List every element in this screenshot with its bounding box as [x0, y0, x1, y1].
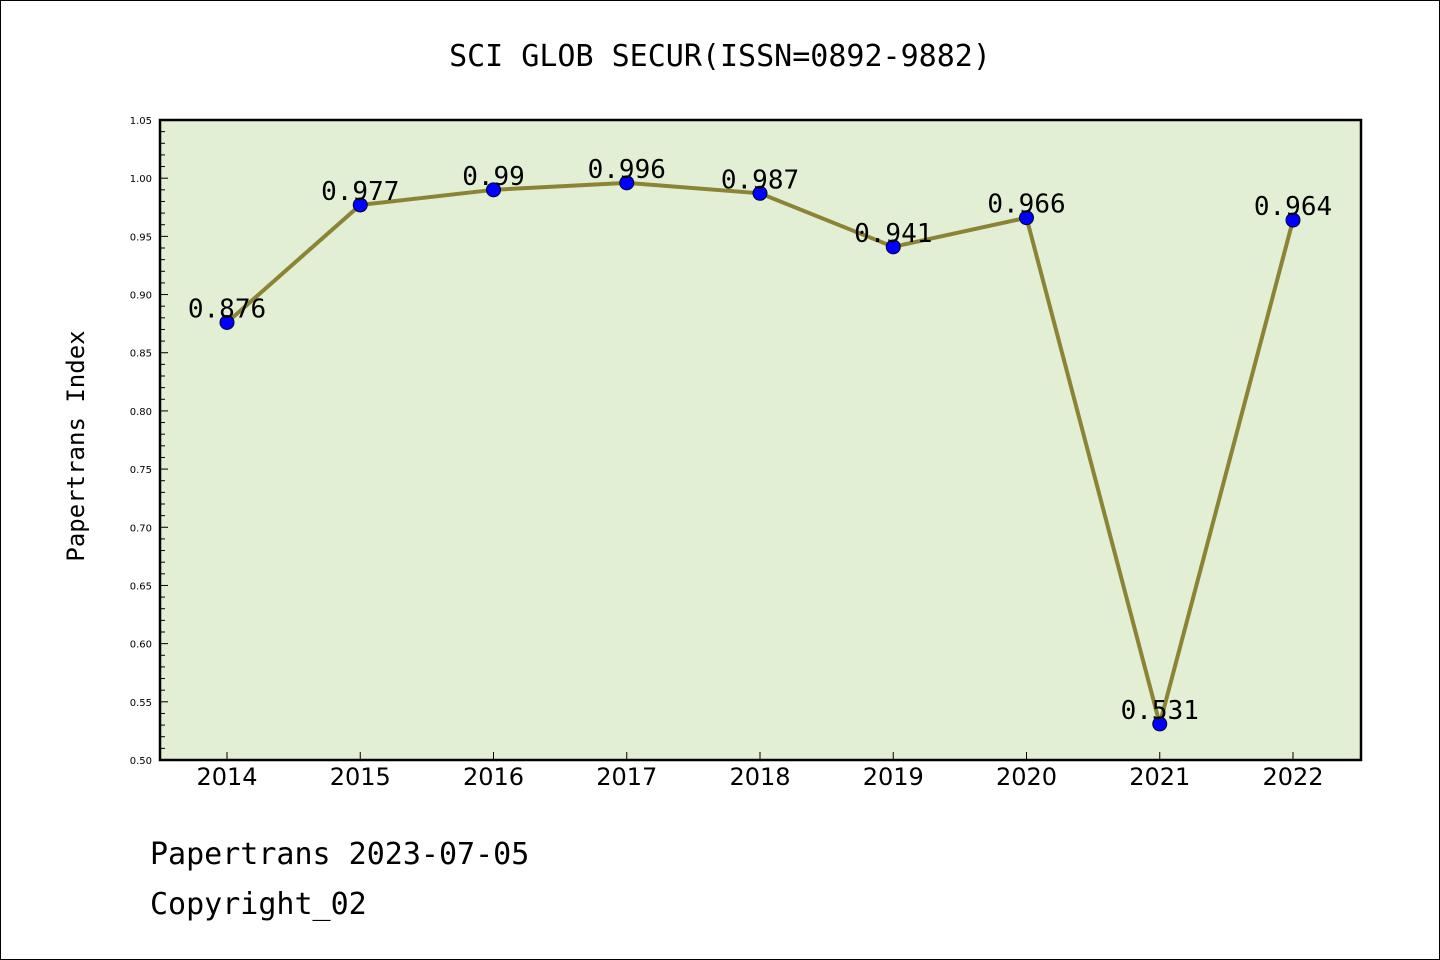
y-tick-label: 0.90	[130, 291, 152, 302]
data-point	[219, 314, 235, 330]
x-tick-label: 2018	[729, 763, 790, 791]
y-tick-label: 0.55	[130, 698, 152, 709]
y-tick-label: 0.80	[130, 407, 152, 418]
data-label: 0.964	[1254, 192, 1332, 222]
x-tick-label: 2022	[1262, 763, 1323, 791]
data-label: 0.987	[721, 165, 799, 195]
data-label: 0.531	[1121, 696, 1199, 726]
data-label: 0.941	[854, 219, 932, 249]
data-label: 0.966	[987, 190, 1065, 220]
data-point	[619, 175, 635, 191]
y-tick-label: 0.75	[130, 465, 152, 476]
data-labels: 0.876 0.977 0.99 0.996 0.987 0.941 0.966 0.531 0…	[188, 155, 1332, 726]
plot-border	[158, 118, 1363, 762]
data-point	[1285, 212, 1301, 228]
x-tick-label: 2014	[196, 763, 257, 791]
data-point	[885, 239, 901, 255]
y-tick-label: 1.00	[130, 174, 152, 185]
x-axis-ticks: 2014 2015 2016 2017 2018 2019 2020 2021 2022	[196, 752, 1324, 791]
plot-area	[160, 120, 1361, 760]
x-tick-label: 2016	[463, 763, 524, 791]
y-tick-label: 0.85	[130, 349, 152, 360]
x-tick-label: 2021	[1129, 763, 1190, 791]
x-tick-label: 2015	[330, 763, 391, 791]
data-label: 0.876	[188, 294, 266, 324]
series-markers	[219, 175, 1301, 732]
x-tick-label: 2019	[863, 763, 924, 791]
y-tick-label: 0.65	[130, 581, 152, 592]
data-point	[752, 185, 768, 201]
x-tick-label: 2020	[996, 763, 1057, 791]
data-label: 0.996	[588, 155, 666, 185]
data-label: 0.977	[321, 177, 399, 207]
y-tick-label: 0.60	[130, 640, 152, 651]
data-point	[1152, 716, 1168, 732]
y-axis-label: Papertrans Index	[62, 330, 90, 561]
y-tick-label: 0.95	[130, 232, 152, 243]
y-tick-label: 1.05	[130, 116, 152, 127]
chart-title: SCI GLOB SECUR(ISSN=0892-9882)	[449, 39, 991, 74]
x-tick-label: 2017	[596, 763, 657, 791]
footer-date: Papertrans 2023-07-05	[150, 837, 529, 872]
footer-copyright: Copyright_02	[150, 887, 367, 922]
data-point	[1019, 210, 1034, 226]
data-point	[352, 197, 368, 213]
y-tick-label: 0.50	[130, 756, 152, 767]
y-tick-label: 0.70	[130, 523, 152, 534]
data-label: 0.99	[462, 162, 525, 192]
data-point	[486, 182, 501, 198]
